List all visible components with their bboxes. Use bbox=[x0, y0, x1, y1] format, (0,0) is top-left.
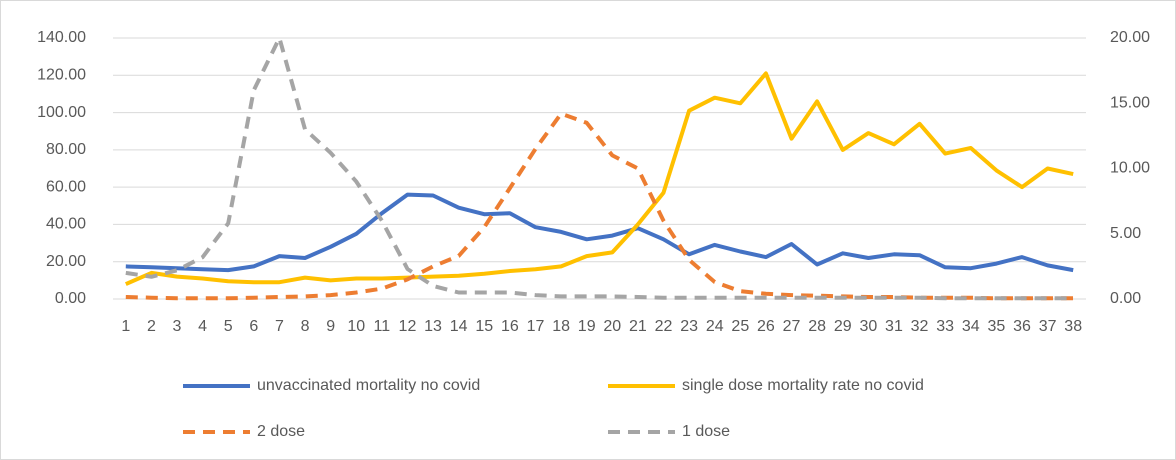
y2-tick-label: 0.00 bbox=[1110, 290, 1141, 307]
x-tick-label: 24 bbox=[706, 318, 724, 335]
x-tick-label: 23 bbox=[680, 318, 698, 335]
x-tick-label: 14 bbox=[450, 318, 468, 335]
x-tick-label: 35 bbox=[987, 318, 1005, 335]
x-tick-label: 29 bbox=[834, 318, 852, 335]
x-tick-label: 38 bbox=[1064, 318, 1082, 335]
series-line bbox=[125, 111, 1074, 301]
x-tick-label: 1 bbox=[121, 318, 130, 335]
x-tick-label: 27 bbox=[783, 318, 801, 335]
x-tick-label: 9 bbox=[326, 318, 335, 335]
x-tick-label: 30 bbox=[859, 318, 877, 335]
y-tick-label: 40.00 bbox=[46, 216, 86, 233]
series-line bbox=[124, 71, 1074, 286]
legend-label: 2 dose bbox=[257, 423, 305, 440]
legend-label: unvaccinated mortality no covid bbox=[257, 377, 480, 394]
x-tick-label: 13 bbox=[424, 318, 442, 335]
y-tick-label: 80.00 bbox=[46, 141, 86, 158]
x-tick-label: 4 bbox=[198, 318, 207, 335]
x-tick-label: 7 bbox=[275, 318, 284, 335]
legend-label: single dose mortality rate no covid bbox=[682, 377, 924, 394]
y2-tick-label: 10.00 bbox=[1110, 160, 1150, 177]
x-tick-label: 3 bbox=[173, 318, 182, 335]
x-tick-label: 16 bbox=[501, 318, 519, 335]
x-tick-label: 2 bbox=[147, 318, 156, 335]
x-tick-label: 8 bbox=[301, 318, 310, 335]
x-tick-label: 12 bbox=[399, 318, 417, 335]
y2-tick-label: 20.00 bbox=[1110, 29, 1150, 46]
y-tick-label: 60.00 bbox=[46, 178, 86, 195]
x-tick-label: 11 bbox=[374, 318, 391, 335]
x-tick-label: 20 bbox=[603, 318, 621, 335]
x-tick-label: 6 bbox=[249, 318, 258, 335]
y-tick-label: 0.00 bbox=[55, 290, 86, 307]
y-tick-label: 120.00 bbox=[37, 67, 86, 84]
x-tick-label: 37 bbox=[1039, 318, 1057, 335]
x-tick-label: 25 bbox=[731, 318, 749, 335]
x-tick-label: 5 bbox=[224, 318, 233, 335]
x-tick-label: 33 bbox=[936, 318, 954, 335]
x-tick-label: 10 bbox=[347, 318, 365, 335]
x-tick-label: 34 bbox=[962, 318, 980, 335]
y2-tick-label: 15.00 bbox=[1110, 94, 1150, 111]
y-tick-label: 20.00 bbox=[46, 253, 86, 270]
x-tick-label: 15 bbox=[475, 318, 493, 335]
y-tick-label: 140.00 bbox=[37, 29, 86, 46]
x-tick-label: 22 bbox=[655, 318, 673, 335]
x-tick-label: 26 bbox=[757, 318, 775, 335]
x-tick-label: 19 bbox=[578, 318, 596, 335]
x-tick-label: 17 bbox=[527, 318, 545, 335]
x-tick-label: 18 bbox=[552, 318, 570, 335]
legend-label: 1 dose bbox=[682, 423, 730, 440]
x-tick-label: 31 bbox=[885, 318, 903, 335]
x-tick-label: 32 bbox=[911, 318, 929, 335]
series-line bbox=[125, 192, 1074, 273]
x-tick-label: 36 bbox=[1013, 318, 1031, 335]
x-tick-label: 21 bbox=[629, 318, 647, 335]
y-tick-label: 100.00 bbox=[37, 104, 86, 121]
series-line bbox=[125, 36, 1074, 301]
x-tick-label: 28 bbox=[808, 318, 826, 335]
y2-tick-label: 5.00 bbox=[1110, 225, 1141, 242]
